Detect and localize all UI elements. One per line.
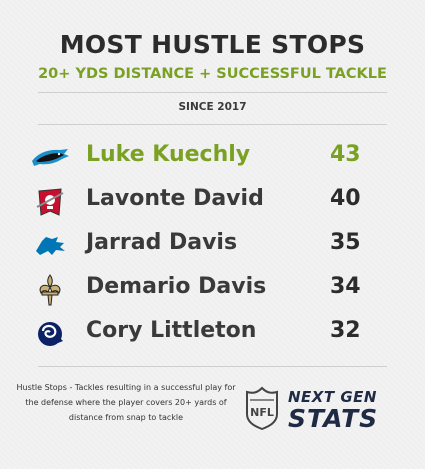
divider bbox=[38, 92, 387, 93]
brand-line2: STATS bbox=[288, 404, 379, 433]
leaderboard-row: Luke Kuechly 43 bbox=[0, 138, 425, 178]
nfl-shield-icon: NFL bbox=[244, 386, 280, 431]
next-gen-stats-logo: NEXT GEN STATS bbox=[288, 388, 378, 433]
brand-line1: NEXT GEN bbox=[288, 388, 377, 406]
player-name: Lavonte David bbox=[86, 186, 264, 211]
stat-value: 34 bbox=[330, 274, 361, 299]
footnote-text: - Tackles resulting in a successful play… bbox=[25, 383, 236, 422]
buccaneers-logo-icon bbox=[30, 182, 70, 222]
leaderboard-row: Demario Davis 34 bbox=[0, 270, 425, 310]
leaderboard-row: Jarrad Davis 35 bbox=[0, 226, 425, 266]
leaderboard-row: Cory Littleton 32 bbox=[0, 314, 425, 354]
divider bbox=[38, 124, 387, 125]
divider bbox=[38, 366, 387, 367]
footnote-label: Hustle Stops bbox=[16, 383, 67, 392]
stat-value: 32 bbox=[330, 318, 361, 343]
lions-logo-icon bbox=[30, 226, 70, 266]
stat-value: 43 bbox=[330, 142, 361, 167]
saints-logo-icon bbox=[30, 270, 70, 310]
since-label: SINCE 2017 bbox=[178, 101, 247, 113]
leaderboard-row: Lavonte David 40 bbox=[0, 182, 425, 222]
player-name: Cory Littleton bbox=[86, 318, 257, 343]
player-name: Luke Kuechly bbox=[86, 142, 251, 167]
footnote: Hustle Stops - Tackles resulting in a su… bbox=[16, 380, 236, 425]
player-name: Jarrad Davis bbox=[86, 230, 238, 255]
svg-text:NFL: NFL bbox=[250, 406, 274, 419]
page-title: MOST HUSTLE STOPS bbox=[59, 30, 366, 59]
player-name: Demario Davis bbox=[86, 274, 267, 299]
rams-logo-icon bbox=[30, 314, 70, 354]
stat-value: 40 bbox=[330, 186, 361, 211]
stat-value: 35 bbox=[330, 230, 361, 255]
subtitle: 20+ YDS DISTANCE + SUCCESSFUL TACKLE bbox=[38, 66, 387, 82]
panthers-logo-icon bbox=[30, 138, 70, 178]
